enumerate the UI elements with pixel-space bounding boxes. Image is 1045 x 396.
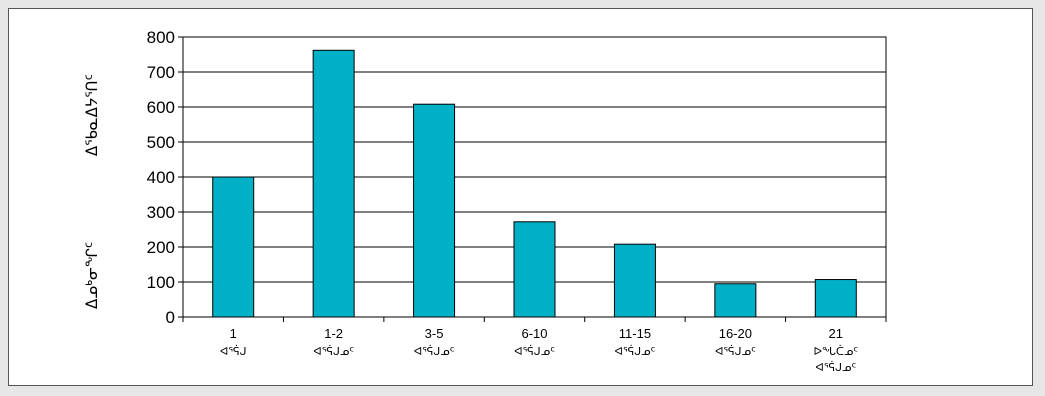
y-tick-label: 0 [166, 308, 175, 327]
y-tick-label: 700 [147, 63, 175, 82]
bar-chart: 0 100 200 300 400 500 600 700 800 1 ᐊᕐᕌᒍ 1-2 ᐊᕐᕌᒍᓄᑦ… [83, 28, 887, 374]
y-tick-labels: 0 100 200 300 400 500 600 700 800 [147, 28, 175, 327]
x-tick-sublabel: ᐅᖓᑖᓄᑦ [814, 345, 859, 358]
bar [212, 176, 255, 318]
x-tick-labels: 1 ᐊᕐᕌᒍ 1-2 ᐊᕐᕌᒍᓄᑦ 3-5 ᐊᕐᕌᒍᓄᑦ 6-10 ᐊᕐᕌᒍᓄᑦ 11-15 ᐊᕐ… [220, 326, 858, 374]
x-tick-label: 21 [829, 326, 843, 341]
bar [714, 283, 757, 318]
y-tick-label: 200 [147, 238, 175, 257]
x-tick-label: 1-2 [324, 326, 343, 341]
x-tick-sublabel: ᐊᕐᕌᒍᓄᑦ [514, 345, 555, 358]
y-tick-label: 500 [147, 133, 175, 152]
x-tick-label: 11-15 [619, 326, 651, 341]
x-tick-label: 3-5 [425, 326, 444, 341]
y-tick-label: 300 [147, 203, 175, 222]
chart-frame: 0 100 200 300 400 500 600 700 800 1 ᐊᕐᕌᒍ 1-2 ᐊᕐᕌᒍᓄᑦ… [8, 8, 1033, 386]
y-axis-label: ᐃᓄᒃᓂᖏᑦ ᐃᖃᓇᐃᔭᕐᑎᑦ [83, 74, 101, 309]
x-tick-sublabel: ᐊᕐᕌᒍ [220, 345, 247, 358]
bar [312, 49, 355, 318]
x-tick-label: 6-10 [521, 326, 547, 341]
x-tick-sublabel: ᐊᕐᕌᒍᓄᑦ [715, 345, 756, 358]
gridlines [183, 36, 886, 283]
bar [413, 103, 456, 318]
bar [613, 243, 656, 318]
x-tick-sublabel: ᐊᕐᕌᒍᓄᑦ [313, 345, 354, 358]
y-tick-label: 100 [147, 273, 175, 292]
x-tick-label: 1 [230, 326, 237, 341]
axes [178, 36, 887, 322]
y-tick-label: 400 [147, 168, 175, 187]
plot-area-border [182, 36, 887, 318]
y-tick-label: 800 [147, 28, 175, 47]
y-axis-label-line-1: ᐃᓄᒃᓂᖏᑦ [83, 242, 101, 309]
bar [513, 221, 556, 318]
x-tick-sublabel: ᐊᕐᕌᒍᓄᑦ [615, 345, 656, 358]
x-tick-label: 16-20 [719, 326, 752, 341]
y-axis-label-line-2: ᐃᖃᓇᐃᔭᕐᑎᑦ [83, 74, 101, 156]
x-tick-sublabel: ᐊᕐᕌᒍᓄᑦ [414, 345, 455, 358]
y-tick-label: 600 [147, 98, 175, 117]
bar [814, 279, 857, 318]
bars [212, 49, 857, 318]
x-tick-sublabel: ᐊᕐᕌᒍᓄᑦ [815, 361, 856, 374]
